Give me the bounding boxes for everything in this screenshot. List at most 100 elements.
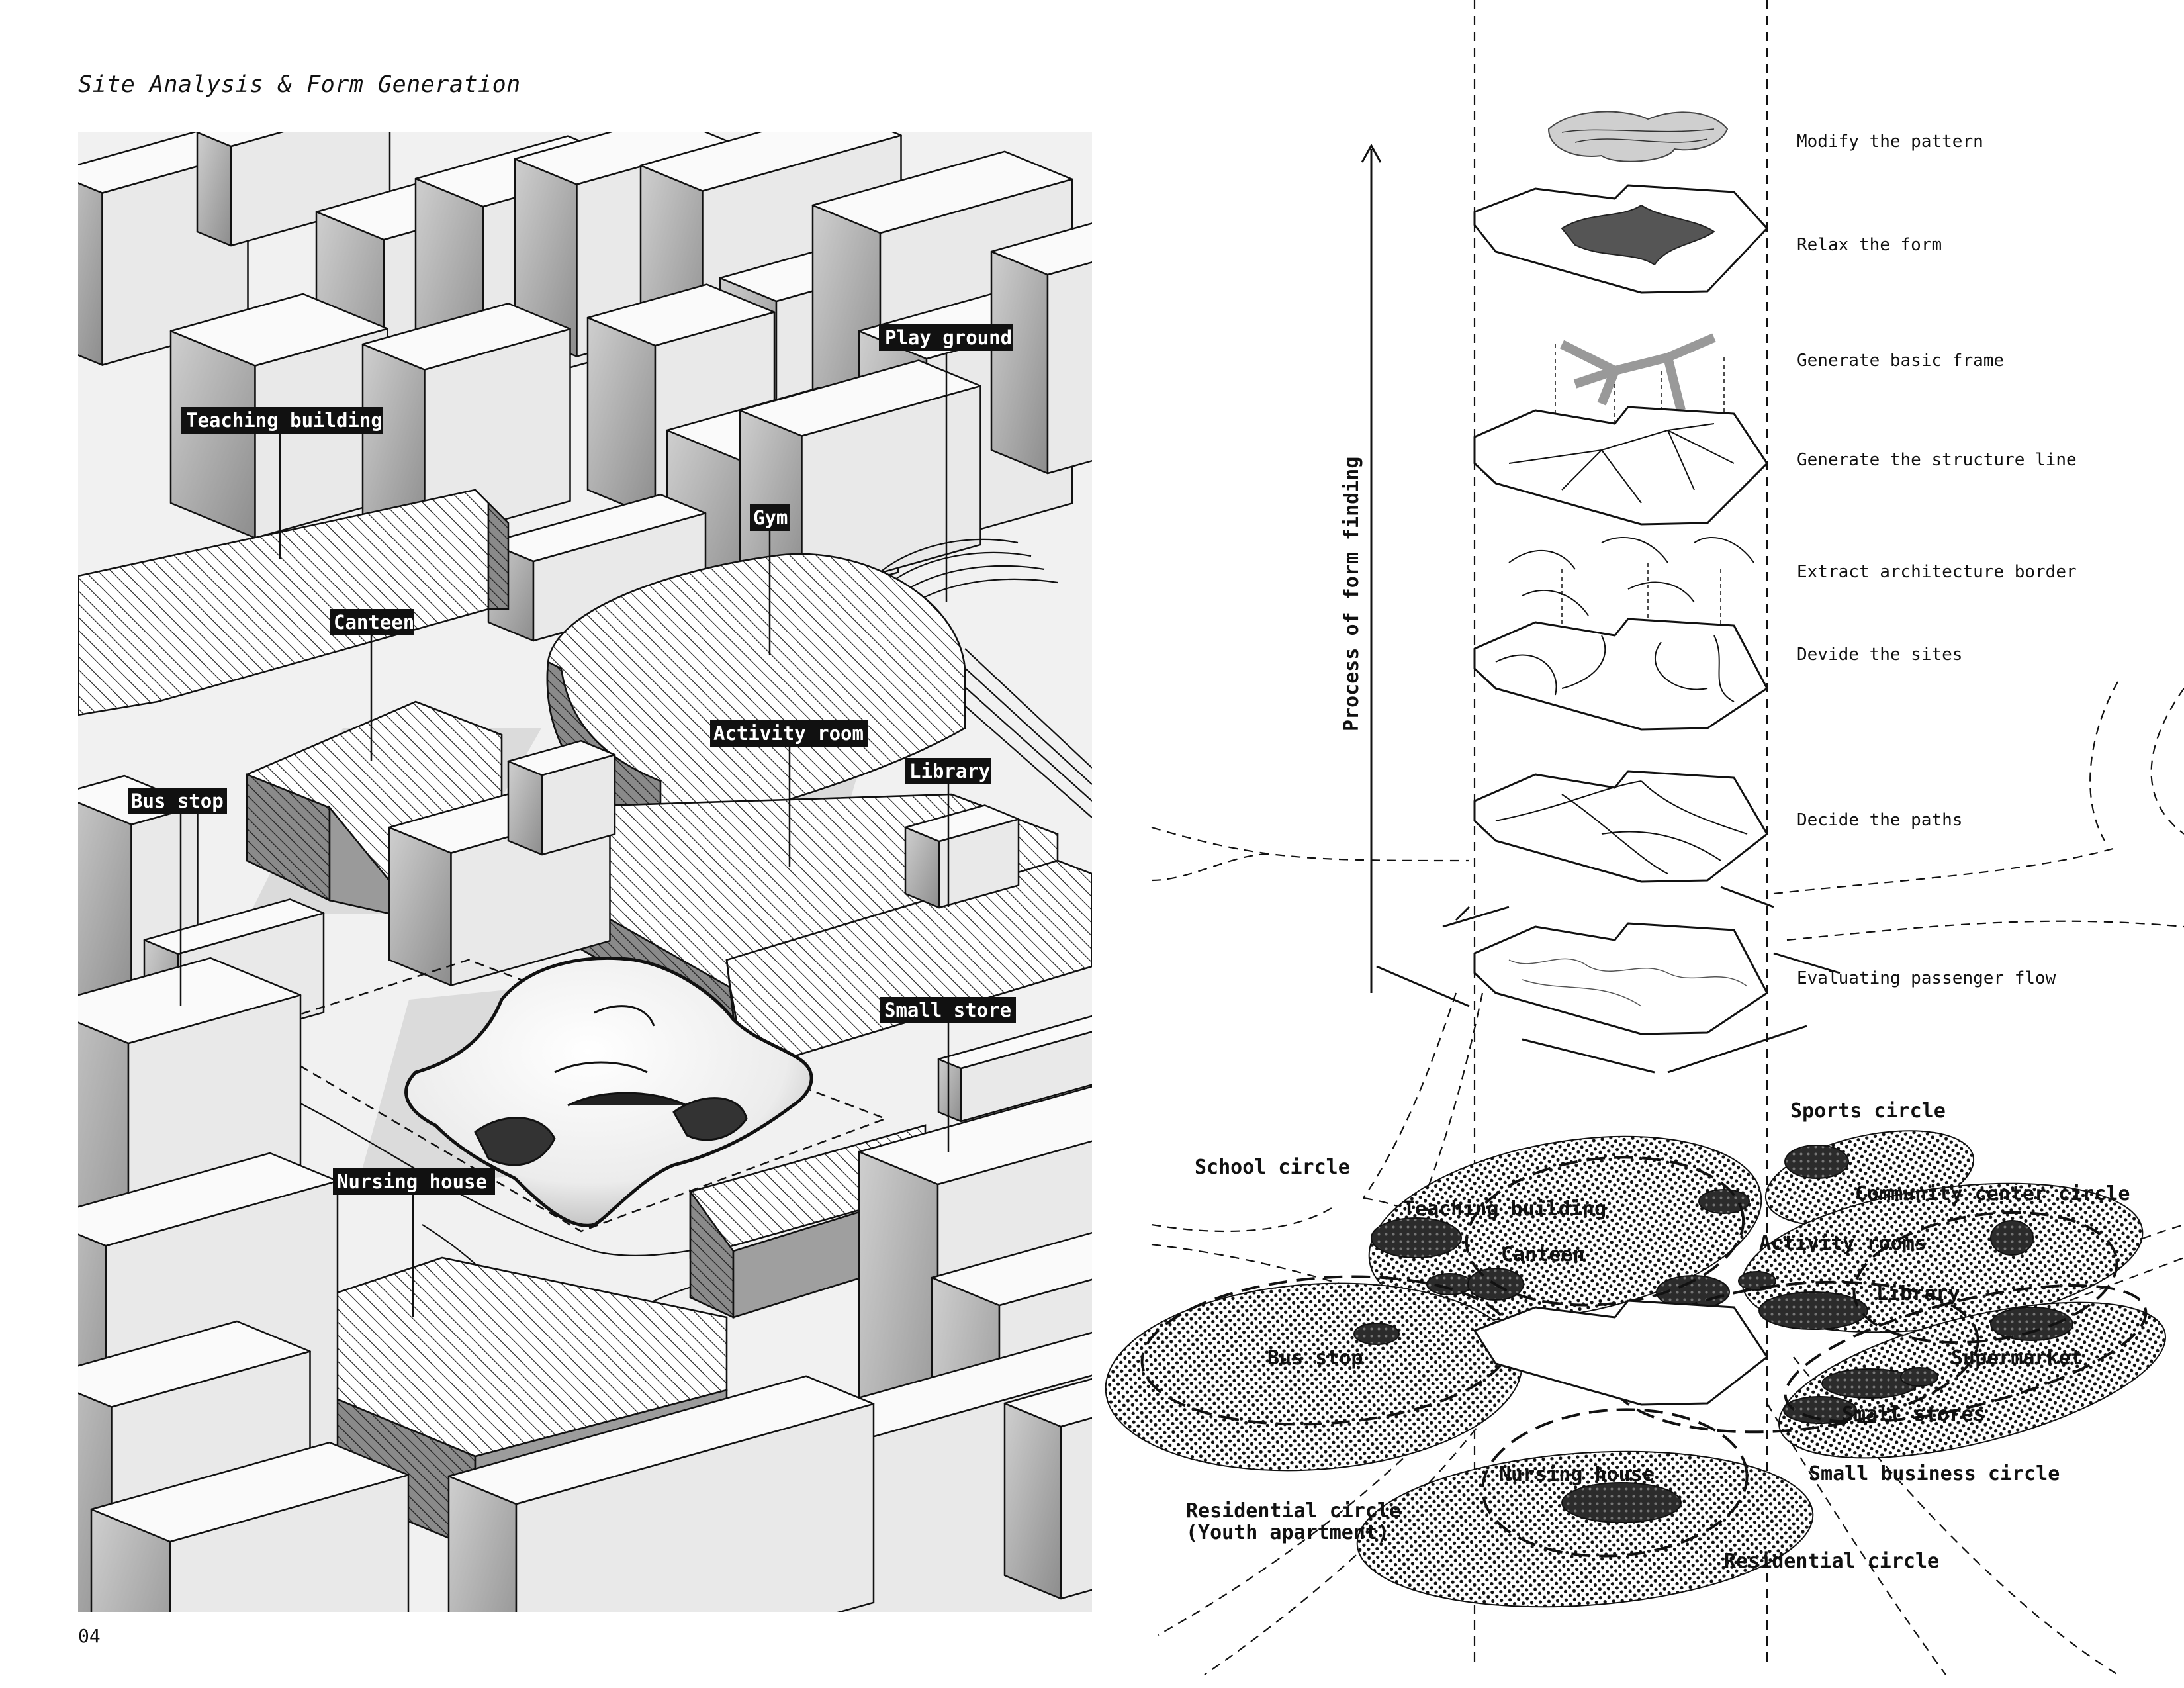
building-face bbox=[169, 330, 256, 539]
tag-library: Library bbox=[905, 758, 991, 784]
building-face bbox=[78, 957, 302, 1045]
layer-divide-sites bbox=[1473, 618, 1768, 731]
tag-bus-stop: Bus stop bbox=[128, 788, 227, 814]
building-face bbox=[169, 293, 388, 367]
building-face bbox=[937, 1015, 1092, 1070]
building-face bbox=[1060, 1417, 1092, 1600]
label-library: Library bbox=[1876, 1282, 1960, 1305]
label-leaders bbox=[179, 354, 950, 1317]
svg-text:Play ground: Play ground bbox=[885, 326, 1012, 349]
building-face bbox=[639, 132, 902, 192]
form-layers bbox=[1376, 111, 1841, 1074]
step-relax-form: Relax the form bbox=[1797, 235, 1942, 255]
building-face bbox=[1003, 1378, 1092, 1428]
building-face bbox=[388, 826, 452, 986]
building-face bbox=[78, 182, 103, 366]
building-face bbox=[1046, 261, 1092, 475]
svg-text:Small store: Small store bbox=[884, 999, 1011, 1021]
label-residential-circle: Residential circle bbox=[1724, 1550, 1939, 1573]
process-axis-label: Process of form finding bbox=[1340, 457, 1363, 731]
step-modify-pattern: Modify the pattern bbox=[1797, 132, 1983, 152]
label-canteen: Canteen bbox=[1501, 1243, 1584, 1266]
step-basic-frame: Generate basic frame bbox=[1797, 351, 2004, 371]
tag-gym: Gym bbox=[750, 504, 790, 531]
building-face bbox=[739, 359, 981, 437]
tag-small-store: Small store bbox=[880, 997, 1016, 1023]
tag-nursing-house: Nursing house bbox=[333, 1168, 495, 1195]
building-face bbox=[507, 739, 616, 776]
building-face bbox=[937, 1058, 962, 1123]
label-supermarket: Supermarket bbox=[1951, 1346, 2083, 1370]
process-axis: Process of form finding bbox=[1340, 143, 1382, 993]
page-number: 04 bbox=[78, 1625, 101, 1647]
background-buildings bbox=[78, 132, 1092, 642]
building-face bbox=[447, 1375, 875, 1505]
svg-text:Library: Library bbox=[909, 760, 990, 782]
label-residential-youth-2: (Youth apartment) bbox=[1186, 1521, 1389, 1544]
label-bus-stop: Bus stop bbox=[1267, 1346, 1363, 1370]
label-teaching-building: Teaching building bbox=[1403, 1197, 1606, 1221]
svg-text:Activity room: Activity room bbox=[713, 722, 864, 745]
shell-canopy bbox=[404, 957, 813, 1227]
layer-structure-line bbox=[1473, 406, 1768, 526]
label-residential-youth-1: Residential circle bbox=[1186, 1499, 1401, 1523]
step-divide-sites: Devide the sites bbox=[1797, 645, 1962, 665]
tag-activity-room: Activity room bbox=[710, 720, 868, 747]
foreground-buildings bbox=[78, 957, 1092, 1612]
diagram-svg: Process of form finding bbox=[1105, 0, 2184, 1675]
building-face bbox=[78, 1320, 311, 1408]
building-face bbox=[1003, 1402, 1062, 1600]
page-title: Site Analysis & Form Generation bbox=[78, 71, 521, 98]
form-finding-diagram: Process of form finding bbox=[1099, 0, 2184, 1688]
site-tags: Play ground Teaching building Gym Cantee… bbox=[128, 324, 1016, 1195]
step-architecture-border: Extract architecture border bbox=[1797, 562, 2077, 582]
building-face bbox=[904, 804, 1020, 843]
site-model-rendering: Play ground Teaching building Gym Cantee… bbox=[78, 132, 1092, 1612]
label-school-circle: School circle bbox=[1195, 1156, 1350, 1179]
building-face bbox=[586, 316, 657, 519]
svg-text:Gym: Gym bbox=[753, 506, 788, 529]
step-structure-line: Generate the structure line bbox=[1797, 450, 2077, 470]
process-arrow-head bbox=[1361, 143, 1382, 163]
label-community-circle: Community center circle bbox=[1855, 1182, 2130, 1205]
circle-labels: Sports circle School circle Community ce… bbox=[1186, 1100, 2130, 1573]
building-face bbox=[487, 493, 707, 563]
building-face bbox=[507, 760, 543, 856]
building-face bbox=[196, 132, 284, 148]
building-face bbox=[858, 1086, 1092, 1186]
label-small-business: Small business circle bbox=[1809, 1462, 2060, 1485]
building-face bbox=[811, 150, 1073, 234]
layer-decide-paths bbox=[1473, 770, 1768, 883]
label-sports-circle: Sports circle bbox=[1790, 1100, 1946, 1123]
influence-circles bbox=[1105, 1130, 2166, 1608]
building-face bbox=[90, 1441, 410, 1543]
building-face bbox=[990, 222, 1092, 276]
central-site bbox=[1473, 1299, 1769, 1406]
site-boundary bbox=[241, 959, 888, 1233]
residential-circle bbox=[1356, 1450, 1814, 1608]
svg-text:Bus stop: Bus stop bbox=[131, 790, 224, 812]
label-nursing-house: Nursing house bbox=[1499, 1463, 1655, 1486]
process-steps: Modify the pattern Relax the form Genera… bbox=[1797, 132, 2077, 988]
playground-track bbox=[851, 538, 1092, 818]
building-face bbox=[990, 250, 1049, 475]
tag-canteen: Canteen bbox=[330, 609, 414, 635]
label-small-stores: Small stores bbox=[1842, 1403, 1985, 1426]
tag-play-ground: Play ground bbox=[879, 324, 1013, 351]
svg-text:Canteen: Canteen bbox=[334, 611, 414, 633]
layer-modify-pattern bbox=[1548, 111, 1728, 162]
svg-text:Teaching building: Teaching building bbox=[186, 409, 383, 432]
tag-teaching-building: Teaching building bbox=[181, 407, 383, 434]
building-face bbox=[196, 132, 232, 247]
step-decide-paths: Decide the paths bbox=[1797, 810, 1962, 830]
layer-passenger-flow bbox=[1376, 886, 1841, 1074]
label-activity-rooms: Activity rooms bbox=[1759, 1232, 1927, 1255]
layer-relax-form bbox=[1473, 184, 1768, 294]
building-face bbox=[143, 898, 325, 955]
teaching-building-mass bbox=[78, 489, 510, 716]
building-face bbox=[361, 303, 571, 371]
site-model-svg: Play ground Teaching building Gym Cantee… bbox=[78, 132, 1092, 1612]
step-passenger-flow: Evaluating passenger flow bbox=[1797, 968, 2056, 988]
building-face bbox=[586, 283, 776, 347]
building-face bbox=[931, 1231, 1092, 1307]
